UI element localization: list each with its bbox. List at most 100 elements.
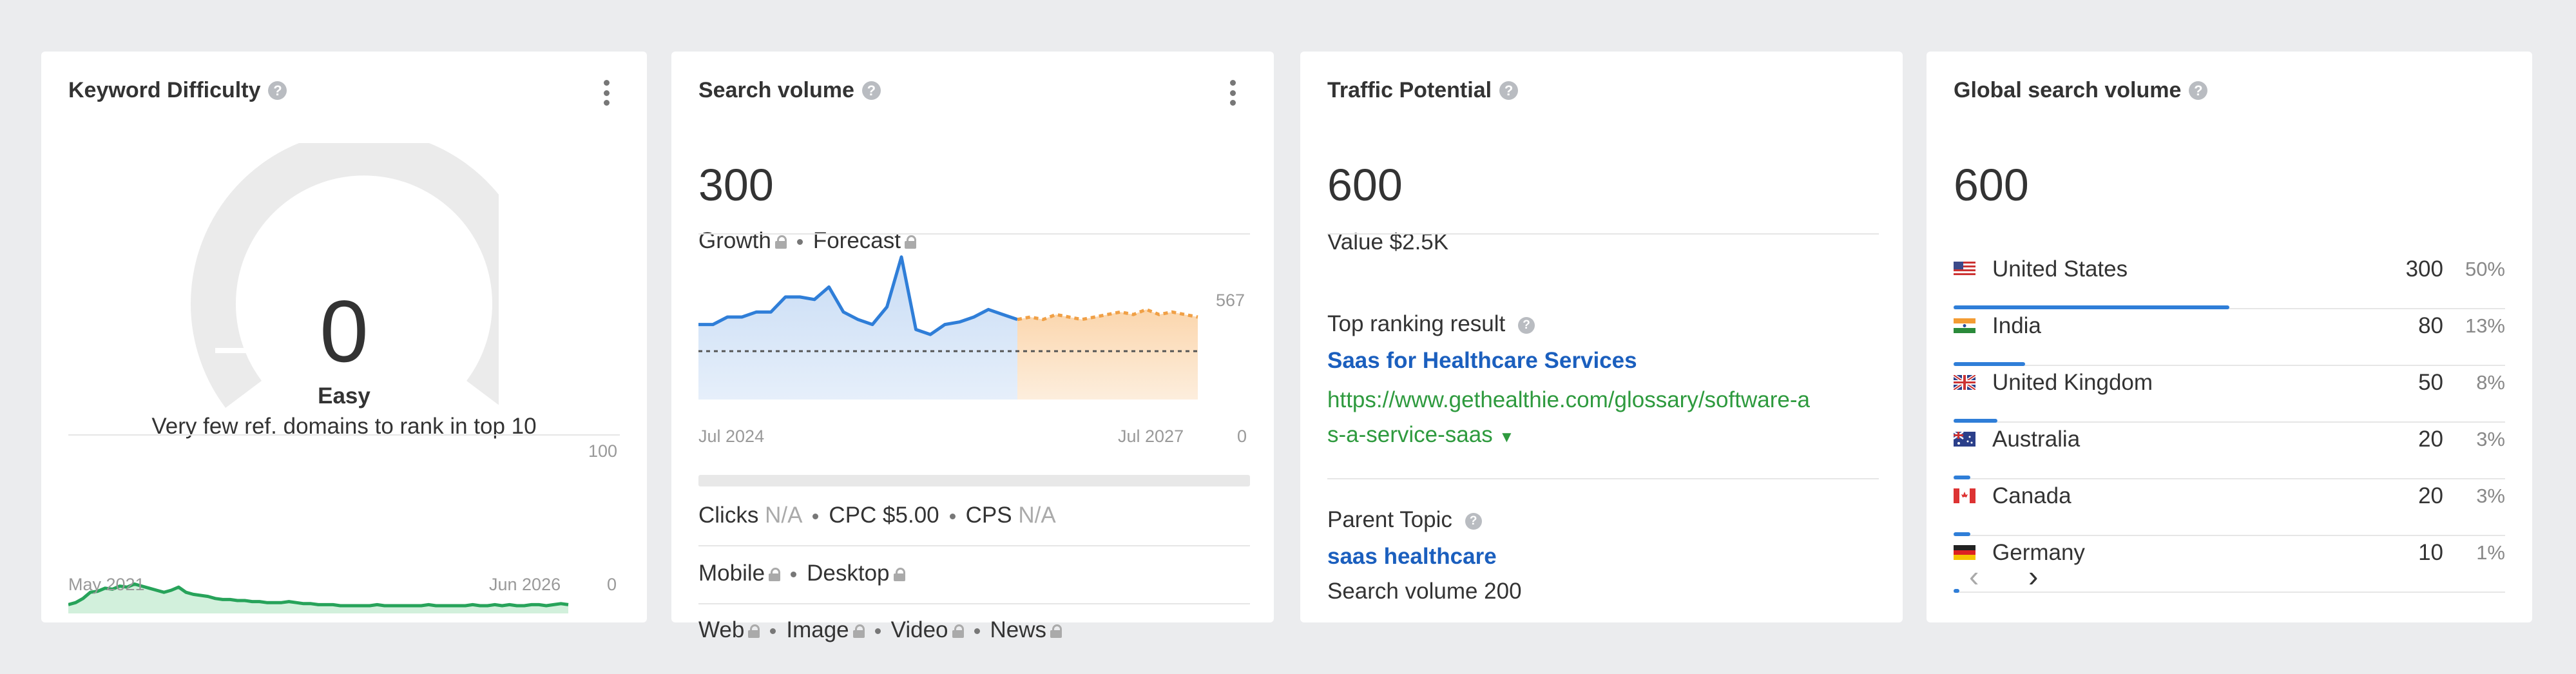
country-name: India	[1992, 313, 2041, 338]
forecast-label: Forecast	[812, 228, 901, 253]
country-row[interactable]: Australia 20 3%	[1954, 423, 2505, 479]
country-name: United Kingdom	[1992, 370, 2153, 395]
kd-chart-max-label: 100	[588, 441, 618, 461]
chevron-left-icon[interactable]: ‹	[1969, 559, 1979, 593]
growth-forecast-row: Growth Forecast	[698, 228, 916, 254]
difficulty-history-chart	[68, 582, 569, 613]
chart-top-line	[698, 233, 1250, 235]
cps-label: CPS	[965, 503, 1012, 528]
clicks-value: N/A	[765, 503, 803, 528]
difficulty-level: Easy	[318, 383, 370, 409]
lock-icon	[1050, 624, 1062, 639]
top-ranking-row: Top ranking result ?	[1327, 311, 1535, 337]
country-share-bar	[1954, 476, 1970, 479]
sv-chart-max-label: 567	[1216, 291, 1245, 310]
lock-icon	[769, 568, 781, 582]
country-name: Australia	[1992, 427, 2081, 452]
search-volume-card: Search volume ? 300 Growth Forecast 567 0…	[671, 52, 1274, 642]
lock-icon	[952, 624, 964, 639]
help-icon[interactable]: ?	[861, 81, 881, 100]
country-row[interactable]: Germany 10 1%	[1954, 536, 2505, 593]
difficulty-description: Very few ref. domains to rank in top 10	[151, 414, 537, 439]
country-percent: 1%	[2476, 541, 2505, 564]
top-result-url-line2-row: s-a-service-saas ▼	[1327, 418, 1810, 455]
row-divider	[1954, 535, 2505, 536]
lock-icon	[774, 235, 787, 249]
dot-separator	[949, 514, 956, 520]
device-row: Mobile Desktop	[698, 561, 905, 586]
dot-separator	[770, 628, 776, 635]
clicks-label: Clicks	[698, 503, 759, 528]
parent-topic-volume: Search volume 200	[1327, 579, 1522, 604]
caret-down-icon[interactable]: ▼	[1499, 428, 1515, 446]
sv-chart-min-label: 0	[1237, 427, 1247, 446]
divider	[68, 434, 620, 436]
country-volume: 20	[2418, 483, 2443, 508]
top-result-url-link[interactable]: https://www.gethealthie.com/glossary/sof…	[1327, 383, 1810, 455]
in-flag-icon	[1954, 318, 1975, 333]
help-icon[interactable]: ?	[268, 81, 287, 100]
traffic-potential-card: Traffic Potential ? 600 Value $2.5K Top …	[1300, 52, 1903, 622]
news-label: News	[990, 617, 1047, 642]
divider	[1327, 478, 1879, 479]
divider	[1327, 233, 1879, 235]
country-name: Germany	[1992, 540, 2085, 565]
help-icon[interactable]: ?	[1499, 81, 1519, 100]
lock-icon	[904, 235, 916, 249]
country-volume: 20	[2418, 427, 2443, 452]
country-percent: 3%	[2476, 485, 2505, 507]
dot-separator	[796, 239, 803, 246]
top-result-url-line2: s-a-service-saas	[1327, 422, 1493, 447]
desktop-label: Desktop	[807, 561, 890, 586]
help-icon[interactable]: ?	[1518, 316, 1535, 334]
country-volume: 10	[2418, 540, 2443, 565]
sv-chart-start-label: Jul 2024	[698, 427, 765, 446]
country-percent: 50%	[2465, 258, 2505, 280]
traffic-potential-value: 600	[1327, 160, 1403, 210]
lock-icon	[748, 624, 760, 639]
country-volume: 80	[2418, 313, 2443, 338]
country-percent: 8%	[2476, 371, 2505, 394]
parent-topic-row: Parent Topic ?	[1327, 507, 1482, 533]
country-share-bar	[1954, 589, 1959, 593]
clicks-cpc-row: Clicks N/A CPC $5.00 CPS N/A	[698, 503, 1056, 528]
dot-separator	[874, 628, 881, 635]
keyword-difficulty-card: Keyword Difficulty ? 0 Easy Very few ref…	[41, 52, 647, 622]
top-result-url-line1: https://www.gethealthie.com/glossary/sof…	[1327, 387, 1810, 412]
chevron-right-icon[interactable]: ›	[2028, 559, 2039, 593]
web-label: Web	[698, 617, 745, 642]
image-label: Image	[786, 617, 849, 642]
top-ranking-label: Top ranking result	[1327, 311, 1506, 336]
video-label: Video	[890, 617, 948, 642]
country-volume: 50	[2418, 370, 2443, 395]
country-row[interactable]: Canada 20 3%	[1954, 479, 2505, 536]
more-options-icon[interactable]	[602, 80, 610, 106]
country-row[interactable]: India 80 13%	[1954, 309, 2505, 366]
traffic-potential-title-text: Traffic Potential	[1327, 78, 1492, 102]
kd-chart-end-label: Jun 2026	[489, 575, 561, 594]
help-icon[interactable]: ?	[1465, 512, 1482, 530]
sv-chart-end-label: Jul 2027	[1118, 427, 1184, 446]
country-share-bar	[1954, 419, 1998, 423]
divider	[698, 545, 1250, 546]
country-row[interactable]: United Kingdom 50 8%	[1954, 366, 2505, 423]
chart-scroll-bar[interactable]	[698, 475, 1250, 486]
parent-topic-link[interactable]: saas healthcare	[1327, 544, 1497, 569]
us-flag-icon	[1954, 262, 1975, 276]
help-icon[interactable]: ?	[2189, 81, 2208, 100]
country-volume: 300	[2405, 256, 2443, 282]
country-row[interactable]: United States 300 50%	[1954, 253, 2505, 309]
search-volume-chart	[698, 255, 1201, 400]
kd-chart-min-label: 0	[607, 575, 617, 594]
uk-flag-icon	[1954, 375, 1975, 390]
mobile-label: Mobile	[698, 561, 765, 586]
search-volume-value: 300	[698, 160, 774, 210]
more-options-icon[interactable]	[1229, 80, 1236, 106]
country-percent: 13%	[2465, 314, 2505, 337]
country-name: United States	[1992, 256, 2128, 282]
growth-label: Growth	[698, 228, 771, 253]
search-type-row: Web Image Video News	[698, 617, 1062, 643]
keyword-difficulty-title-text: Keyword Difficulty	[68, 78, 261, 102]
dot-separator	[974, 628, 980, 635]
top-result-title-link[interactable]: Saas for Healthcare Services	[1327, 348, 1637, 373]
